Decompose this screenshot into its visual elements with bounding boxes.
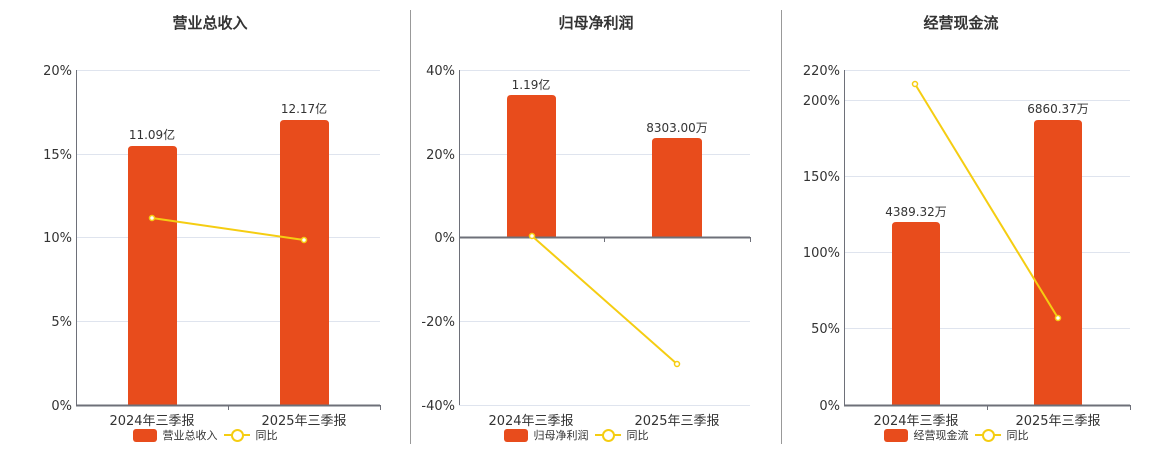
legend-bar-label[interactable]: 归母净利润 [533,429,589,442]
chart-plot: 20% 15% 10% 5% 0% 11.09亿 12.17亿 2024年三季报… [43,64,381,429]
bar[interactable] [652,138,702,237]
yoy-line [531,235,678,365]
yoy-point[interactable] [528,232,536,240]
bar[interactable] [1034,120,1082,405]
y-tick-label: 0% [434,231,455,246]
y-tick-label: -20% [421,315,455,330]
chart-panel-net-profit: 归母净利润 40% 20% 0% -20% -40% 1.19亿 8303.00… [411,0,781,450]
chart-title: 营业总收入 [172,14,248,32]
yoy-line [914,83,1059,319]
legend-bar-label[interactable]: 营业总收入 [162,429,218,442]
bar[interactable] [507,95,556,237]
yoy-point[interactable] [673,360,681,368]
bar-value-label: 1.19亿 [512,77,551,92]
y-tick-label: 100% [803,246,840,261]
y-tick-label: 40% [426,64,455,79]
chart-legend: 经营现金流 同比 [752,427,1160,443]
panel-divider [781,10,782,444]
legend-line-label[interactable]: 同比 [626,429,649,442]
y-tick-label: 150% [803,170,840,185]
yoy-point[interactable] [1054,314,1062,322]
bar-value-label: 4389.32万 [885,205,947,219]
bar-value-label: 12.17亿 [281,101,327,116]
y-tick-label: 5% [51,315,72,330]
x-tick-label: 2025年三季报 [634,414,719,429]
x-tick-label: 2025年三季报 [261,414,346,429]
y-tick-label: 220% [803,64,840,79]
bar-value-label: 8303.00万 [646,121,708,135]
legend-bar-swatch-icon[interactable] [132,428,157,442]
chart-plot: 220% 200% 150% 100% 50% 0% 4389.32万 6860… [803,64,1131,429]
chart-legend: 营业总收入 同比 [0,427,410,443]
y-tick-label: 10% [43,231,72,246]
chart-legend: 归母净利润 同比 [371,427,781,443]
bar[interactable] [280,120,329,405]
bar-value-label: 6860.37万 [1027,102,1089,116]
legend-bar-swatch-icon[interactable] [883,428,908,442]
legend-line-marker-icon[interactable] [223,428,250,442]
bar-value-label: 11.09亿 [129,127,175,142]
legend-line-label[interactable]: 同比 [255,429,278,442]
legend-line-marker-icon[interactable] [594,428,621,442]
chart-panel-revenue: 营业总收入 20% 15% 10% 5% 0% 11.09亿 12.17亿 [0,0,410,450]
legend-bar-label[interactable]: 经营现金流 [913,429,969,442]
yoy-point[interactable] [911,80,919,88]
bar[interactable] [128,146,177,405]
y-tick-label: 15% [43,148,72,163]
y-tick-label: 20% [43,64,72,79]
y-tick-label: 0% [51,399,72,414]
y-tick-label: 200% [803,94,840,109]
bar[interactable] [892,222,940,405]
legend-line-label[interactable]: 同比 [1006,429,1029,442]
panel-divider [410,10,411,444]
legend-bar-swatch-icon[interactable] [503,428,528,442]
y-tick-label: 50% [811,322,840,337]
chart-title: 经营现金流 [923,14,999,32]
yoy-point[interactable] [300,236,308,244]
yoy-point[interactable] [148,214,156,222]
chart-panel-operating-cash-flow: 经营现金流 220% 200% 150% 100% 50% 0% 4389.32… [782,0,1160,450]
x-tick-label: 2024年三季报 [109,414,194,429]
legend-line-marker-icon[interactable] [974,428,1001,442]
x-tick-label: 2024年三季报 [873,414,958,429]
x-tick-label: 2024年三季报 [488,414,573,429]
x-tick-label: 2025年三季报 [1015,414,1100,429]
y-tick-label: 20% [426,148,455,163]
y-tick-label: -40% [421,399,455,414]
y-tick-label: 0% [819,399,840,414]
yoy-line [151,217,305,241]
chart-title: 归母净利润 [558,14,634,32]
chart-plot: 40% 20% 0% -20% -40% 1.19亿 8303.00万 2024… [421,64,751,429]
